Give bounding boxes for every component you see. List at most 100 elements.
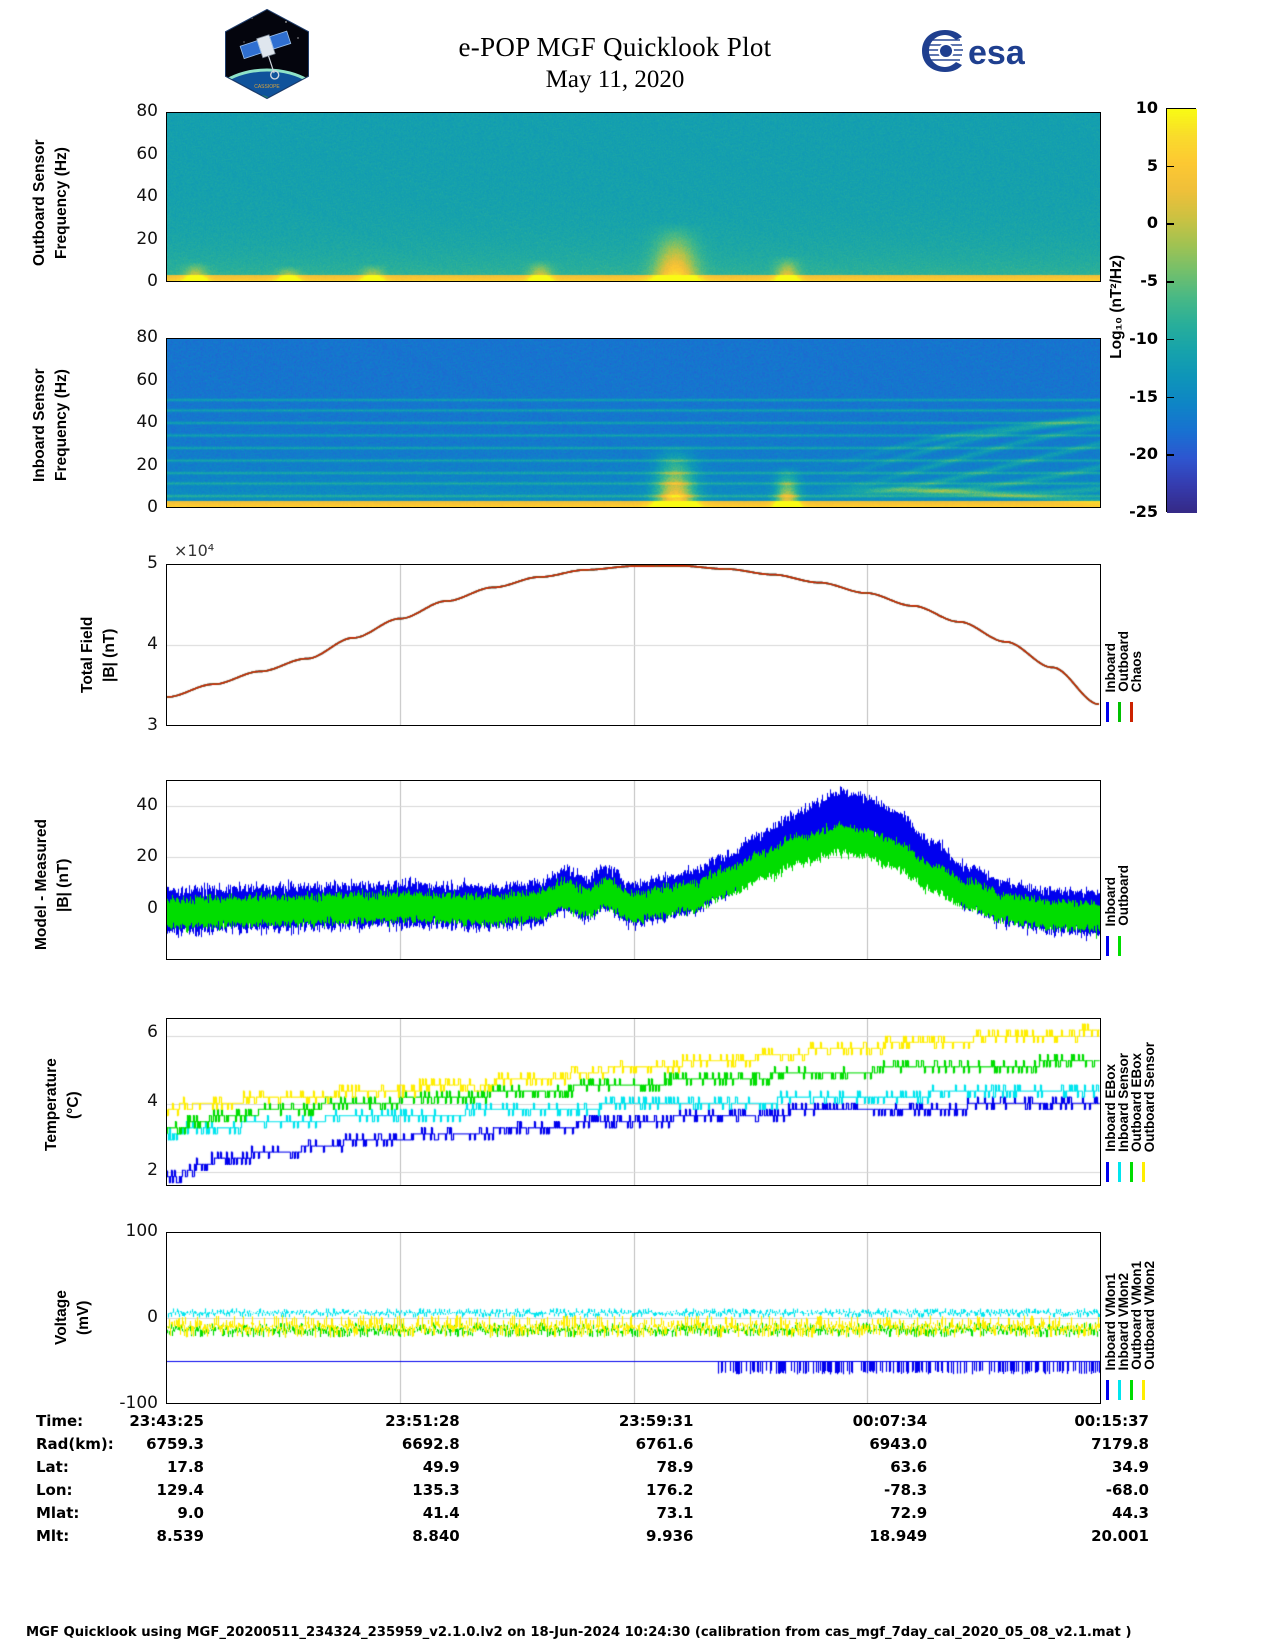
y-tick-label: 40: [136, 412, 158, 432]
colorbar-tick-label: -10: [1129, 328, 1158, 348]
legend-color-key: [1106, 702, 1109, 722]
y-tick-label: 80: [136, 101, 158, 121]
colorbar-tick-label: -15: [1129, 386, 1158, 406]
ephemeris-row: Rad(km): 6759.3 6692.8 6761.6 6943.0 7179.8: [0, 1435, 1275, 1458]
legend-color-key: [1106, 1162, 1109, 1182]
ephemeris-value: 72.9: [890, 1504, 928, 1522]
outboard-spec-ylabel-units: Frequency (Hz): [53, 147, 70, 259]
inboard-spec-ylabel: Inboard Sensor: [31, 368, 48, 482]
ephemeris-value: 6761.6: [635, 1435, 694, 1453]
legend-color-keys: [1106, 1162, 1154, 1182]
colorbar-tick-label: -20: [1129, 444, 1158, 464]
colorbar: [1166, 108, 1197, 513]
cassiope-satellite-logo: CASSIOPE: [225, 8, 309, 100]
footer-caption: MGF Quicklook using MGF_20200511_234324_…: [26, 1625, 1132, 1640]
y-tick-label: 100: [125, 1221, 158, 1241]
ephemeris-value: 23:59:31: [618, 1412, 694, 1430]
legend-color-key: [1118, 936, 1121, 956]
ephemeris-row-label: Lon:: [36, 1481, 73, 1499]
y-tick-label: 20: [136, 846, 158, 867]
ephemeris-row-label: Mlat:: [36, 1504, 80, 1522]
ephemeris-row-label: Rad(km):: [36, 1435, 114, 1453]
colorbar-tick-label: 5: [1146, 155, 1158, 175]
ephemeris-value: 129.4: [156, 1481, 204, 1499]
ephemeris-value: 8.840: [412, 1527, 460, 1545]
ephemeris-value: 20.001: [1091, 1527, 1149, 1545]
legend-color-key: [1130, 702, 1133, 722]
ephemeris-value: 18.949: [869, 1527, 928, 1545]
legend-label: Outboard: [1116, 865, 1131, 926]
ephemeris-row-label: Mlt:: [36, 1527, 70, 1545]
y-tick-label: 80: [136, 327, 158, 347]
legend-color-key: [1118, 1162, 1121, 1182]
ephemeris-value: 63.6: [890, 1458, 928, 1476]
ephemeris-row-label: Time:: [36, 1412, 84, 1430]
ephemeris-value: 9.936: [646, 1527, 694, 1545]
legend-labels: Inboard VMon1 Inboard VMon2 Outboard VMon1…: [1103, 1232, 1157, 1370]
y-tick-label: 40: [136, 794, 158, 815]
voltage-ylabel: Voltage: [53, 1290, 70, 1346]
ephemeris-value: 23:43:25: [129, 1412, 204, 1430]
legend-label: Chaos: [1129, 650, 1144, 692]
colorbar-gradient: [1167, 109, 1197, 513]
inboard-spec-ylabel-units: Frequency (Hz): [53, 369, 70, 481]
legend-color-key: [1106, 1380, 1109, 1400]
page-subtitle-date: May 11, 2020: [545, 66, 685, 93]
outboard-spec-ylabel: Outboard Sensor: [31, 139, 48, 267]
ephemeris-value: 00:07:34: [852, 1412, 928, 1430]
y-tick-label: 20: [136, 454, 158, 475]
y-tick-label: 20: [136, 228, 158, 249]
legend-labels: Inboard Outboard: [1103, 780, 1131, 926]
y-tick-label: 5: [147, 553, 158, 573]
ephemeris-value: 6692.8: [401, 1435, 460, 1453]
ephemeris-value: 8.539: [156, 1527, 204, 1545]
y-tick-label: 3: [147, 715, 158, 735]
y-tick-label: 60: [136, 369, 158, 390]
y-tick-label: 2: [147, 1159, 158, 1180]
colorbar-tick-mark: [1166, 338, 1174, 341]
title-block: e-POP MGF Quicklook Plot May 11, 2020: [300, 30, 930, 96]
ephemeris-value: 23:51:28: [385, 1412, 460, 1430]
page-header: CASSIOPE e-POP MGF Quicklook Plot May 11…: [0, 0, 1275, 104]
legend-color-key: [1106, 936, 1109, 956]
ephemeris-value: 34.9: [1111, 1458, 1149, 1476]
inboard-spectrogram-axes: [166, 338, 1101, 508]
cassiope-logo-text: CASSIOPE: [254, 84, 280, 90]
voltage-axes: [166, 1232, 1101, 1404]
total-field-exponent: ×10⁴: [174, 541, 215, 560]
outboard-spectrogram-axes: [166, 112, 1101, 282]
y-tick-label: 4: [147, 634, 158, 654]
y-tick-label: 6: [147, 1022, 158, 1043]
model-measured-ylabel: Model - Measured: [33, 819, 50, 951]
ephemeris-value: 135.3: [412, 1481, 460, 1499]
temperature-ylabel-units: (°C): [65, 1091, 82, 1119]
ephemeris-value: 78.9: [656, 1458, 694, 1476]
ephemeris-value: 6943.0: [869, 1435, 928, 1453]
legend-labels: Inboard EBox Inboard Sensor Outboard EBox O…: [1103, 1018, 1157, 1152]
total-field-legend: Inboard Outboard Chaos: [1103, 564, 1164, 726]
total-field-ylabel: Total Field: [79, 616, 96, 694]
colorbar-tick-label: 10: [1135, 98, 1158, 117]
ephemeris-row: Mlat: 9.0 41.4 73.1 72.9 44.3: [0, 1504, 1275, 1527]
ephemeris-row: Time: 23:43:25 23:51:28 23:59:31 00:07:34 00:…: [0, 1412, 1275, 1435]
ephemeris-row: Mlt: 8.539 8.840 9.936 18.949 20.001: [0, 1527, 1275, 1550]
colorbar-tick-label: 0: [1146, 213, 1158, 233]
legend-color-key: [1118, 1380, 1121, 1400]
colorbar-tick-label: -5: [1140, 271, 1158, 291]
temperature-legend: Inboard EBox Inboard Sensor Outboard EBox O…: [1103, 1018, 1176, 1186]
y-tick-label: 60: [136, 143, 158, 164]
ephemeris-value: 6759.3: [146, 1435, 204, 1453]
y-tick-label: 0: [147, 1307, 158, 1327]
colorbar-tick-mark: [1166, 223, 1174, 226]
total-field-ylabel-units: |B| (nT): [101, 628, 118, 682]
y-tick-label: 0: [147, 897, 158, 918]
ephemeris-value: 44.3: [1111, 1504, 1149, 1522]
ephemeris-row-label: Lat:: [36, 1458, 69, 1476]
voltage-ylabel-units: (mV): [75, 1300, 92, 1336]
esa-logo-text: esa: [968, 34, 1026, 72]
ephemeris-value: 73.1: [656, 1504, 694, 1522]
legend-label: Outboard VMon2: [1142, 1261, 1157, 1370]
legend-labels: Inboard Outboard Chaos: [1103, 564, 1144, 692]
y-tick-label: 0: [147, 271, 158, 291]
